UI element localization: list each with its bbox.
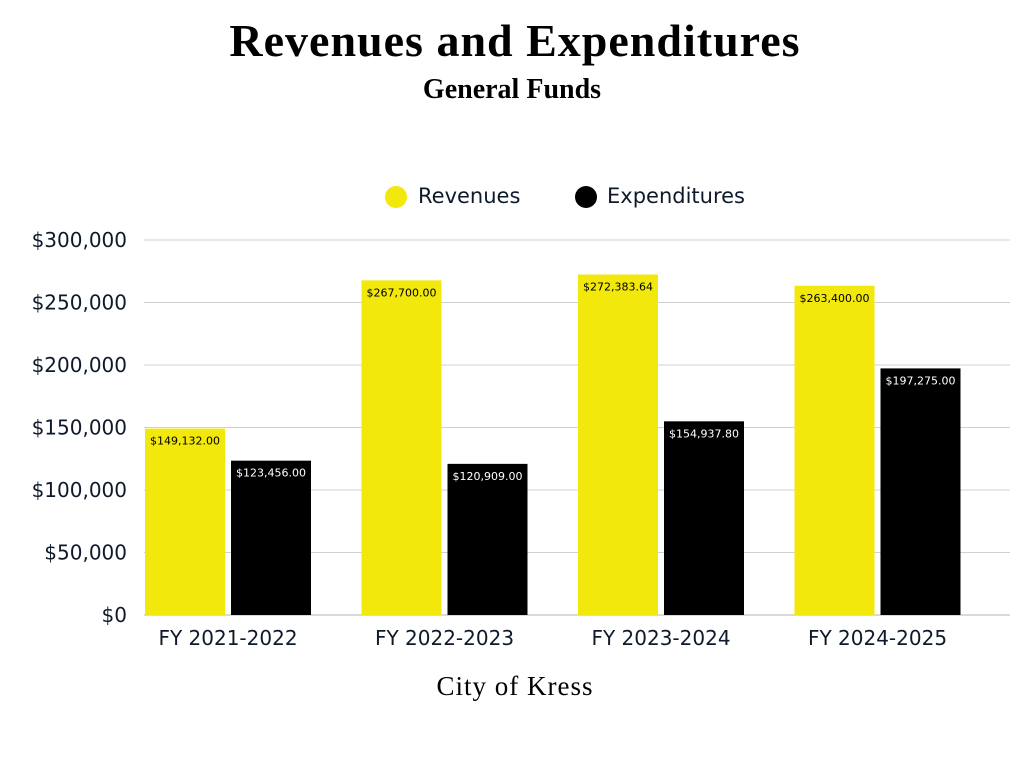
data-label-expenditures: $154,937.80 [669,427,739,440]
y-tick-label: $200,000 [32,353,127,377]
y-tick-label: $150,000 [32,416,127,440]
bar-revenues [361,280,442,615]
y-axis-ticks: $0 $50,000 $100,000 $150,000 $200,000 $250,00… [32,228,127,627]
legend-label-expenditures: Expenditures [607,184,745,208]
data-label-revenues: $149,132.00 [150,435,220,448]
x-tick-label: FY 2023-2024 [591,626,730,650]
bar-expenditures [231,460,311,615]
bar-revenues [145,428,225,615]
y-tick-label: $100,000 [32,478,127,502]
y-tick-label: $50,000 [44,541,127,565]
data-label-expenditures: $120,909.00 [453,470,523,483]
legend-marker-revenues [385,186,407,208]
legend-marker-expenditures [575,186,597,208]
data-label-expenditures: $123,456.00 [236,467,306,480]
data-label-expenditures: $197,275.00 [886,374,956,387]
data-label-revenues: $267,700.00 [367,286,437,299]
bar-expenditures [880,368,961,615]
data-label-revenues: $263,400.00 [800,292,870,305]
data-labels: $149,132.00 $123,456.00 $267,700.00 $120,90… [150,281,955,483]
x-tick-label: FY 2022-2023 [375,626,514,650]
x-tick-label: FY 2024-2025 [808,626,947,650]
y-tick-label: $250,000 [32,291,127,315]
bar-expenditures [447,463,528,615]
x-axis-ticks: FY 2021-2022 FY 2022-2023 FY 2023-2024 FY 2… [158,626,947,650]
footer-caption: City of Kress [436,671,594,701]
chart-subtitle: General Funds [422,74,602,105]
legend-label-revenues: Revenues [418,184,520,208]
bar-revenues [578,274,658,615]
bar-expenditures [664,421,744,615]
chart-title: Revenues and Expenditures [229,15,801,66]
y-tick-label: $0 [102,603,127,627]
bars [145,274,961,615]
data-label-revenues: $272,383.64 [583,281,653,294]
legend: Revenues Expenditures [385,184,745,208]
x-tick-label: FY 2021-2022 [158,626,297,650]
bar-revenues [794,285,875,615]
y-tick-label: $300,000 [32,228,127,252]
